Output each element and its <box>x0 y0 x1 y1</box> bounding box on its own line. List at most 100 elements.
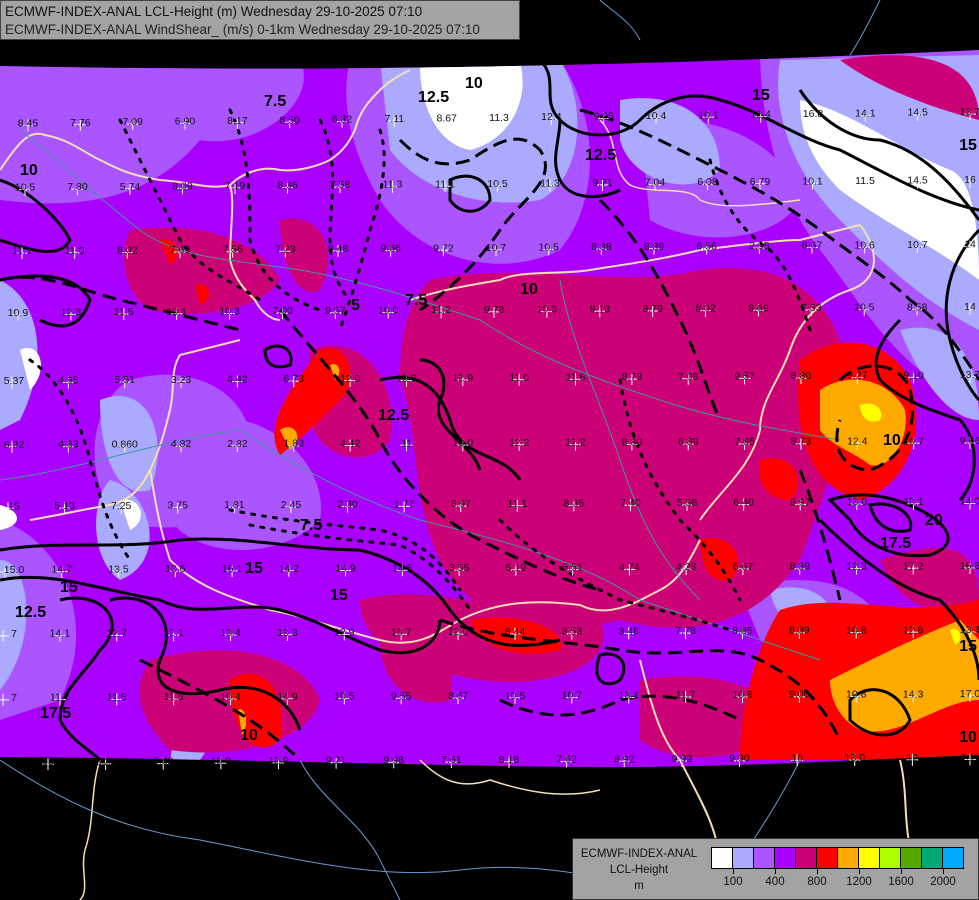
station-cross-icon <box>452 692 465 705</box>
station-value: 11.2 <box>431 304 451 316</box>
station-marker: 5.37 <box>4 375 25 389</box>
contour-label: 7.5 <box>264 93 286 110</box>
station-marker: 13.0 <box>453 437 473 452</box>
station-cross-icon <box>736 626 749 639</box>
station-marker: 6.08 <box>697 176 718 191</box>
station-cross-icon <box>167 693 180 706</box>
station-cross-icon <box>560 755 573 768</box>
station-cross-icon <box>276 307 289 320</box>
legend-swatch <box>817 848 838 868</box>
station-marker: 12.9 <box>268 755 289 770</box>
station-marker: 11.1 <box>435 178 455 193</box>
station-value: 11.7 <box>676 689 696 701</box>
station-value: 7.62 <box>153 756 174 768</box>
station-cross-icon <box>174 246 186 259</box>
station-value: 12.3 <box>61 306 82 318</box>
station-marker: 12.1 <box>163 627 184 642</box>
station-marker: 11.0 <box>65 245 85 259</box>
station-marker: 7.40 <box>620 497 641 512</box>
legend-source: ECMWF-INDEX-ANAL <box>580 848 698 860</box>
station-value: 10 <box>791 752 803 764</box>
station-value: 6.56 <box>696 240 717 252</box>
station-value: 10.4 <box>220 691 241 703</box>
station-value: 11.3 <box>383 179 403 191</box>
station-value: 9.98 <box>384 754 405 766</box>
station-marker: 10.8 <box>732 689 753 703</box>
station-value: 4.95 <box>58 374 79 386</box>
station-value: 4.74 <box>619 561 640 573</box>
station-marker: 7.62 <box>153 756 174 770</box>
station-marker: 6.82 <box>332 114 352 128</box>
station-value: 7.40 <box>620 497 641 509</box>
station-marker: 4.83 <box>58 439 79 453</box>
station-value: 9.55 <box>391 690 412 702</box>
station-value: 2.30 <box>337 499 358 511</box>
station-value: 14.1 <box>50 628 71 640</box>
station-value: 7.25 <box>111 500 132 512</box>
station-value: 3.48 <box>618 625 639 637</box>
station-marker: 5.51 <box>114 374 135 389</box>
station-cross-icon <box>702 111 715 124</box>
station-value: 8.58 <box>907 301 928 313</box>
station-cross-icon <box>339 564 352 577</box>
station-marker: 7.76 <box>70 117 91 131</box>
station-value: 11.0 <box>65 245 85 257</box>
station-cross-icon <box>625 438 638 451</box>
station-cross-icon <box>624 499 637 512</box>
station-cross-icon <box>753 242 766 255</box>
station-marker: 8.69 <box>748 302 769 317</box>
station-marker: 7.04 <box>645 177 665 191</box>
station-cross-icon <box>214 757 227 770</box>
station-marker: 7.19 <box>225 180 245 194</box>
country-borders <box>0 0 941 900</box>
station-value: 6.97 <box>450 498 471 510</box>
station-value: 14.5 <box>907 175 928 187</box>
station-cross-icon <box>508 627 521 640</box>
station-marker: 11.2 <box>431 304 451 319</box>
station-value: 10.1 <box>698 109 719 121</box>
station-marker: 4.95 <box>58 374 79 389</box>
station-cross-icon <box>229 181 241 194</box>
station-marker: 6.56 <box>696 240 717 255</box>
station-value: 4.82 <box>171 438 192 450</box>
station-cross-icon <box>74 118 87 131</box>
station-cross-icon <box>287 375 300 388</box>
station-marker: 9.13 <box>590 303 610 318</box>
station-marker: 3.55 <box>449 562 469 577</box>
station-value: 16 <box>964 174 976 186</box>
station-value: 16.1 <box>222 563 243 575</box>
station-cross-icon <box>388 115 401 128</box>
station-value: 13.4 <box>220 627 241 639</box>
station-marker: 10.1 <box>698 109 719 124</box>
station-value: 10.5 <box>334 691 355 703</box>
station-marker: 10.9 <box>8 307 28 321</box>
station-value: 13.7 <box>960 106 979 118</box>
station-value: 11.5 <box>114 306 134 318</box>
station-marker: 1.77 <box>394 498 414 513</box>
station-value: 8.69 <box>748 302 769 314</box>
station-cross-icon <box>456 439 469 452</box>
station-marker: 8.44 <box>505 626 525 640</box>
station-cross-icon <box>336 115 348 128</box>
contour-label: 7.5 <box>405 292 427 309</box>
station-value: 3.53 <box>562 626 583 638</box>
station-value: 10.8 <box>732 689 753 701</box>
station-cross-icon <box>699 304 712 317</box>
station-value: 10.7 <box>907 239 928 251</box>
contour-label: 17.5 <box>880 535 911 552</box>
station-marker: 7.56 <box>222 244 243 258</box>
station-marker: 9.90 <box>729 753 750 767</box>
station-cross-icon <box>453 564 466 577</box>
legend-tick <box>901 869 902 874</box>
station-marker: 6.32 <box>4 439 24 453</box>
station-value: 11.5 <box>855 175 875 187</box>
station-cross-icon <box>170 307 183 320</box>
station-marker: 13.7 <box>960 106 979 121</box>
station-cross-icon <box>964 626 976 639</box>
station-value: 5.37 <box>4 375 25 387</box>
station-cross-icon <box>805 304 818 317</box>
station-value: 7.09 <box>122 116 143 128</box>
station-marker: 1.83 <box>284 438 304 452</box>
station-marker: 13.4 <box>220 627 241 641</box>
station-value: 8.09 <box>172 180 193 192</box>
